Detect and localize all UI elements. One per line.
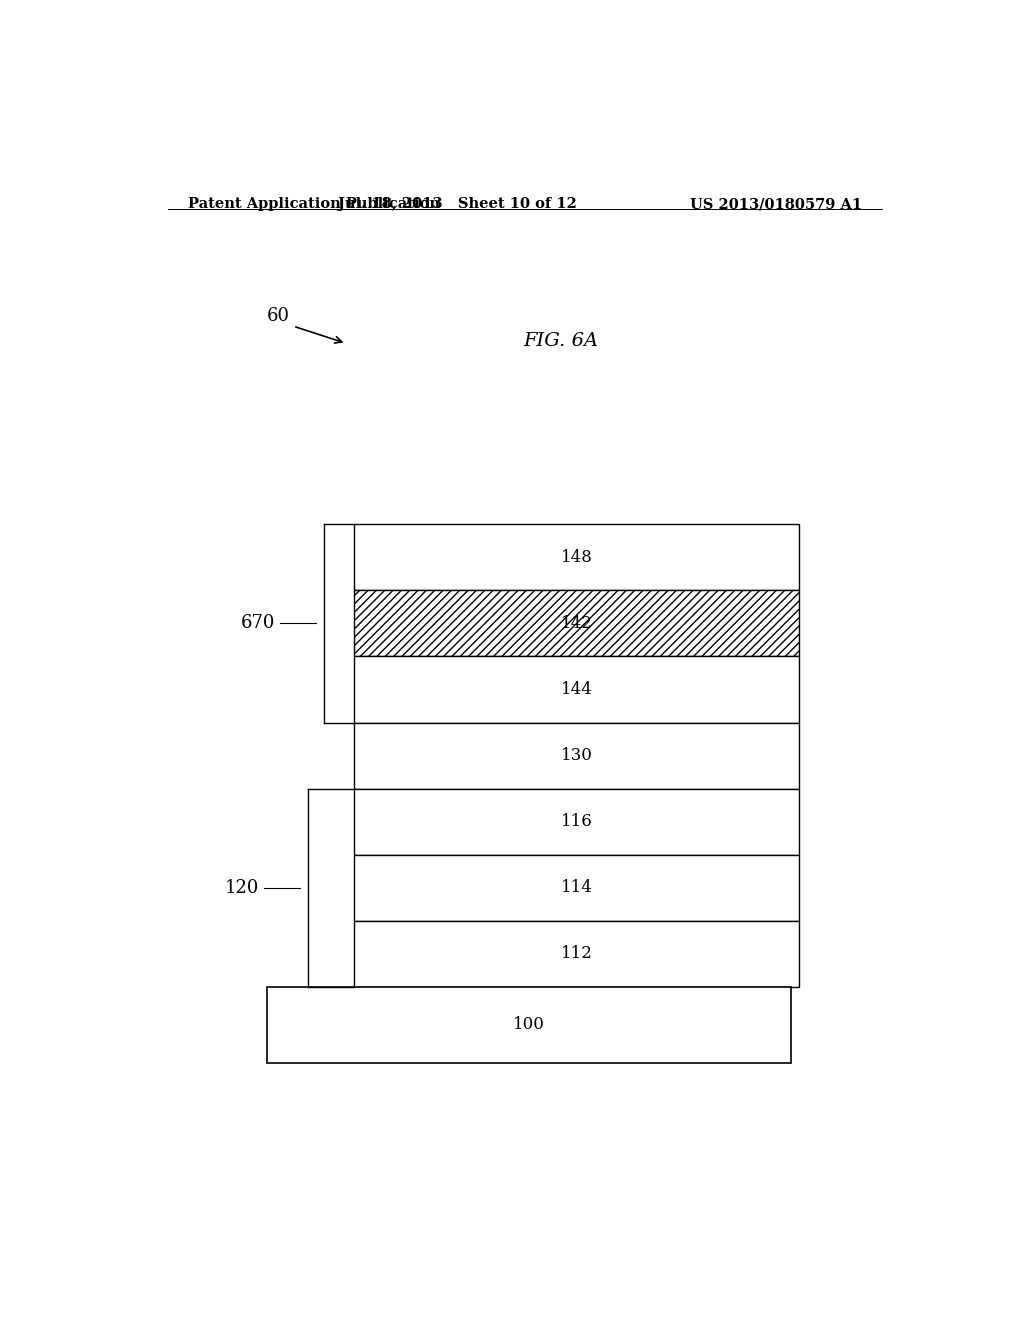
- Bar: [354, 656, 799, 722]
- Text: 144: 144: [560, 681, 592, 698]
- Text: Jul. 18, 2013   Sheet 10 of 12: Jul. 18, 2013 Sheet 10 of 12: [338, 197, 577, 211]
- Bar: [354, 590, 799, 656]
- Text: 148: 148: [560, 549, 592, 566]
- Text: 120: 120: [224, 879, 259, 896]
- Text: US 2013/0180579 A1: US 2013/0180579 A1: [690, 197, 862, 211]
- Text: Patent Application Publication: Patent Application Publication: [187, 197, 439, 211]
- Bar: [354, 722, 799, 788]
- Text: 116: 116: [560, 813, 592, 830]
- Text: 60: 60: [267, 308, 290, 325]
- Text: 130: 130: [560, 747, 592, 764]
- Bar: [354, 854, 799, 921]
- Bar: [354, 788, 799, 854]
- Bar: [354, 921, 799, 987]
- Bar: [354, 524, 799, 590]
- Text: 114: 114: [560, 879, 592, 896]
- Text: FIG. 6A: FIG. 6A: [523, 333, 598, 350]
- Bar: [267, 987, 791, 1063]
- Text: 142: 142: [560, 615, 592, 632]
- Text: 112: 112: [560, 945, 592, 962]
- Text: 100: 100: [513, 1016, 545, 1034]
- Text: 670: 670: [241, 614, 274, 632]
